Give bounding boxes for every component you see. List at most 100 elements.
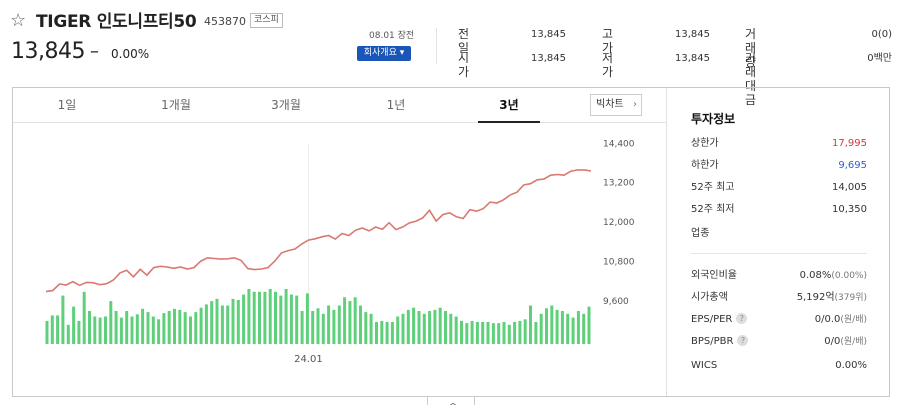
help-icon[interactable]: ? — [737, 335, 749, 346]
volume-bar — [332, 309, 336, 344]
big-chart-button[interactable]: 빅차트 › — [590, 94, 642, 116]
info-bps-row: BPS/PBR? 0/0(원/배) — [691, 334, 867, 350]
investment-info: 투자정보 상한가 17,995 하한가 9,695 52주 최고 14,005 … — [667, 88, 889, 396]
foreign-rate: 0.08% — [799, 270, 832, 281]
high52-value: 14,005 — [832, 182, 867, 193]
tab-1m[interactable]: 1개월 — [161, 98, 191, 112]
volume-bar — [258, 291, 261, 345]
volume-bar — [66, 324, 70, 345]
volume-bar — [518, 320, 522, 344]
mcap-label: 시가총액 — [691, 292, 728, 303]
y-tick-label: 14,400 — [603, 139, 635, 149]
tab-1y[interactable]: 1년 — [386, 98, 406, 112]
volume-bar — [104, 316, 107, 344]
volume-bar — [305, 293, 309, 344]
volume-bar — [550, 305, 554, 344]
volume-label: 거래량 — [745, 27, 757, 69]
upper-label: 상한가 — [691, 138, 719, 149]
upper-value: 17,995 — [832, 138, 867, 149]
volume-bar — [98, 317, 102, 344]
bps-unit: (원/배) — [840, 337, 867, 347]
high-label: 고가 — [602, 27, 614, 55]
volume-bar — [130, 316, 134, 344]
volume-bar — [220, 305, 224, 344]
volume-bar — [369, 313, 373, 345]
volume-bar — [82, 291, 86, 345]
high-value: 13,845 — [675, 29, 710, 40]
wics-label: WICS — [691, 360, 718, 371]
volume-bar — [242, 294, 246, 344]
amount-value: 0백만 — [867, 53, 892, 64]
info-upper-row: 상한가 17,995 — [691, 136, 867, 152]
info-lower-row: 하한가 9,695 — [691, 158, 867, 174]
volume-bar — [146, 312, 150, 344]
volume-bar — [210, 301, 214, 344]
volume-bar — [178, 309, 182, 344]
sector-label: 업종 — [691, 228, 710, 239]
low-label: 저가 — [602, 51, 614, 79]
tab-1d[interactable]: 1일 — [57, 98, 77, 112]
volume-bar — [284, 289, 288, 344]
bps-label: BPS/PBR? — [691, 334, 749, 350]
volume-bar — [428, 311, 432, 344]
volume-bar — [555, 309, 559, 344]
volume-bar — [422, 313, 426, 345]
header-divider — [436, 28, 437, 64]
volume-bar — [513, 322, 517, 344]
volume-bar — [289, 294, 293, 344]
volume-bar — [337, 305, 341, 344]
prev-close-value: 13,845 — [531, 29, 566, 40]
volume-bar — [385, 322, 389, 344]
volume-bar — [231, 298, 235, 344]
y-tick-label: 10,800 — [603, 257, 635, 267]
volume-bar — [396, 316, 400, 344]
chevron-up-icon: ︿ — [448, 398, 458, 405]
eps-unit: (원/배) — [840, 315, 867, 325]
volume-bar — [247, 289, 251, 344]
volume-bar — [321, 313, 325, 345]
volume-value: 0(0) — [871, 29, 892, 40]
volume-bar — [141, 308, 145, 344]
help-icon[interactable]: ? — [736, 313, 748, 324]
volume-bar — [417, 311, 421, 344]
stock-code: 453870 — [204, 15, 246, 28]
high52-label: 52주 최고 — [691, 182, 735, 193]
tab-3y[interactable]: 3년 — [478, 88, 540, 123]
volume-bar — [151, 316, 155, 344]
price-line — [45, 169, 592, 293]
volume-bar — [566, 313, 570, 345]
volume-bar — [523, 319, 527, 345]
volume-bar — [61, 295, 65, 344]
volume-bar — [465, 323, 469, 344]
volume-bar — [343, 297, 347, 345]
bps-value: 0/0(원/배) — [824, 334, 867, 350]
volume-bar — [449, 313, 453, 345]
volume-bar — [88, 311, 91, 344]
volume-bar — [162, 313, 166, 344]
chart-toggle[interactable]: ︿ — [427, 396, 475, 405]
volume-bar — [263, 291, 267, 345]
price-chart[interactable]: 9,600 10,800 12,000 13,200 14,400 24.01 — [13, 124, 666, 396]
volume-bar — [295, 295, 299, 344]
lower-value: 9,695 — [838, 160, 867, 171]
bps-number: 0/0 — [824, 336, 841, 347]
volume-bar — [460, 320, 463, 344]
volume-bar — [204, 304, 208, 344]
volume-bar — [114, 311, 118, 344]
volume-bar — [375, 322, 378, 344]
volume-bar — [359, 305, 362, 344]
bps-label-text: BPS/PBR — [691, 336, 734, 347]
open-value: 13,845 — [531, 53, 566, 64]
company-overview-button[interactable]: 회사개요 ▾ — [357, 46, 411, 61]
volume-bar — [481, 322, 485, 344]
mcap-value: 5,192억(379위) — [797, 290, 867, 306]
star-outline-icon[interactable]: ☆ — [10, 10, 27, 31]
open-label: 시가 — [458, 51, 470, 79]
market-badge: 코스피 — [250, 13, 283, 28]
volume-bar — [77, 320, 81, 344]
info-title: 투자정보 — [691, 112, 736, 126]
volume-bar — [390, 322, 394, 344]
volume-bar — [274, 291, 277, 345]
tab-3m[interactable]: 3개월 — [271, 98, 301, 112]
low52-value: 10,350 — [832, 204, 867, 215]
